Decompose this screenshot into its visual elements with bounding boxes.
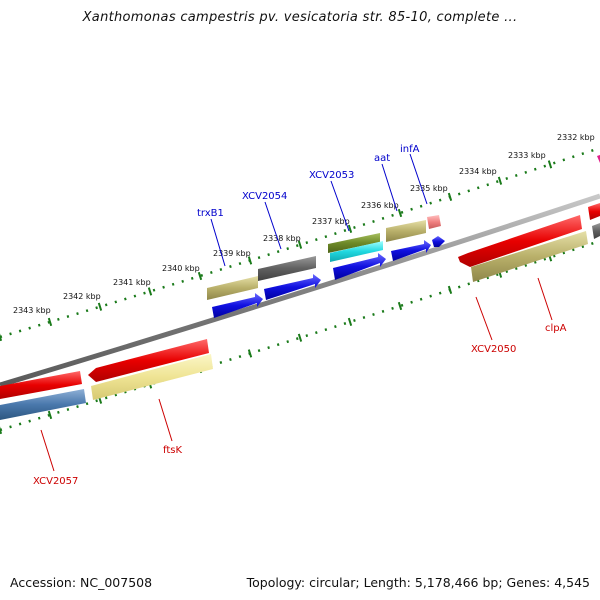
ruler-tick xyxy=(497,176,503,185)
ruler-tick xyxy=(47,317,53,327)
topology-stats-text: Topology: circular; Length: 5,178,466 bp… xyxy=(246,575,590,590)
ruler-tick xyxy=(447,285,453,295)
gene-feature[interactable] xyxy=(592,223,600,239)
gene-feature[interactable] xyxy=(328,233,380,253)
gene-feature[interactable] xyxy=(588,203,600,220)
kbp-label: 2339 kbp xyxy=(213,249,251,258)
gene-feature[interactable] xyxy=(597,155,600,163)
outer-ruler xyxy=(0,146,600,339)
kbp-label: 2336 kbp xyxy=(361,201,399,210)
ruler-tick xyxy=(147,287,153,296)
leader-line xyxy=(264,201,282,250)
gene-feature[interactable] xyxy=(386,220,426,242)
gene-feature[interactable] xyxy=(207,276,258,300)
forward-features xyxy=(207,215,445,318)
gene-feature[interactable] xyxy=(330,241,383,262)
ruler-tick xyxy=(297,240,303,249)
kbp-label: 2337 kbp xyxy=(312,217,350,226)
gene-label-XCV2057[interactable]: XCV2057 xyxy=(33,476,78,487)
gene-label-ftsK[interactable]: ftsK xyxy=(163,445,182,456)
ruler-tick xyxy=(547,160,553,169)
genome-backbone xyxy=(0,193,600,388)
kbp-labels: 2332 kbp 2333 kbp 2334 kbp 2335 kbp 2336… xyxy=(13,133,595,315)
ruler-tick xyxy=(297,333,303,342)
leader-line xyxy=(475,296,493,341)
ruler-tick xyxy=(0,333,3,342)
map-title: Xanthomonas campestris pv. vesicatoria s… xyxy=(82,10,518,25)
accession-text: Accession: NC_007508 xyxy=(10,575,153,590)
gene-arrow[interactable] xyxy=(432,236,445,247)
gene-arrow[interactable] xyxy=(333,253,386,280)
ruler-tick xyxy=(47,410,53,420)
gene-label-trxB1[interactable]: trxB1 xyxy=(197,208,224,219)
gene-arrow[interactable] xyxy=(458,215,582,267)
gene-feature[interactable] xyxy=(91,354,213,400)
ruler-tick xyxy=(447,192,453,202)
gene-label-aat[interactable]: aat xyxy=(374,153,390,164)
kbp-label: 2332 kbp xyxy=(557,133,595,142)
gene-label-XCV2050[interactable]: XCV2050 xyxy=(471,344,516,355)
gene-feature[interactable] xyxy=(0,389,86,420)
ruler-tick xyxy=(397,208,403,218)
gene-feature[interactable] xyxy=(427,215,441,229)
gene-arrow[interactable] xyxy=(88,339,209,382)
ruler-tick xyxy=(347,317,353,327)
ruler-tick xyxy=(247,349,253,358)
reverse-features xyxy=(0,155,600,420)
gene-arrow[interactable] xyxy=(212,293,263,318)
ruler-tick xyxy=(197,271,203,281)
ruler-tick xyxy=(247,256,253,265)
leader-line xyxy=(381,163,398,212)
kbp-label: 2335 kbp xyxy=(410,184,448,193)
kbp-label: 2342 kbp xyxy=(63,292,101,301)
forward-labels: trxB1 XCV2054 XCV2053 aat infA xyxy=(197,144,428,267)
gene-feature[interactable] xyxy=(471,231,588,282)
ruler-tick xyxy=(347,224,353,234)
gene-label-infA[interactable]: infA xyxy=(400,144,420,155)
reverse-labels: clpA XCV2050 ftsK XCV2057 xyxy=(33,277,567,487)
kbp-label: 2338 kbp xyxy=(263,234,301,243)
kbp-label: 2334 kbp xyxy=(459,167,497,176)
ruler-tick xyxy=(0,426,3,435)
leader-line xyxy=(409,153,428,205)
gene-label-XCV2054[interactable]: XCV2054 xyxy=(242,191,287,202)
kbp-label: 2340 kbp xyxy=(162,264,200,273)
gene-arrow[interactable] xyxy=(391,240,431,261)
ruler-tick xyxy=(397,301,403,311)
inner-ruler xyxy=(0,239,600,432)
gene-feature[interactable] xyxy=(258,256,316,281)
gene-feature[interactable] xyxy=(0,371,82,399)
kbp-label: 2333 kbp xyxy=(508,151,546,160)
leader-line xyxy=(537,277,553,321)
ruler-tick xyxy=(97,302,103,311)
kbp-label: 2341 kbp xyxy=(113,278,151,287)
outer-ruler-ticks xyxy=(0,160,553,342)
leader-line xyxy=(210,218,226,267)
gene-label-clpA[interactable]: clpA xyxy=(545,323,567,334)
gene-label-XCV2053[interactable]: XCV2053 xyxy=(309,170,354,181)
leader-line xyxy=(40,429,55,472)
kbp-label: 2343 kbp xyxy=(13,306,51,315)
leader-line xyxy=(158,398,173,442)
leader-line xyxy=(330,180,350,232)
gene-arrow[interactable] xyxy=(264,274,321,300)
